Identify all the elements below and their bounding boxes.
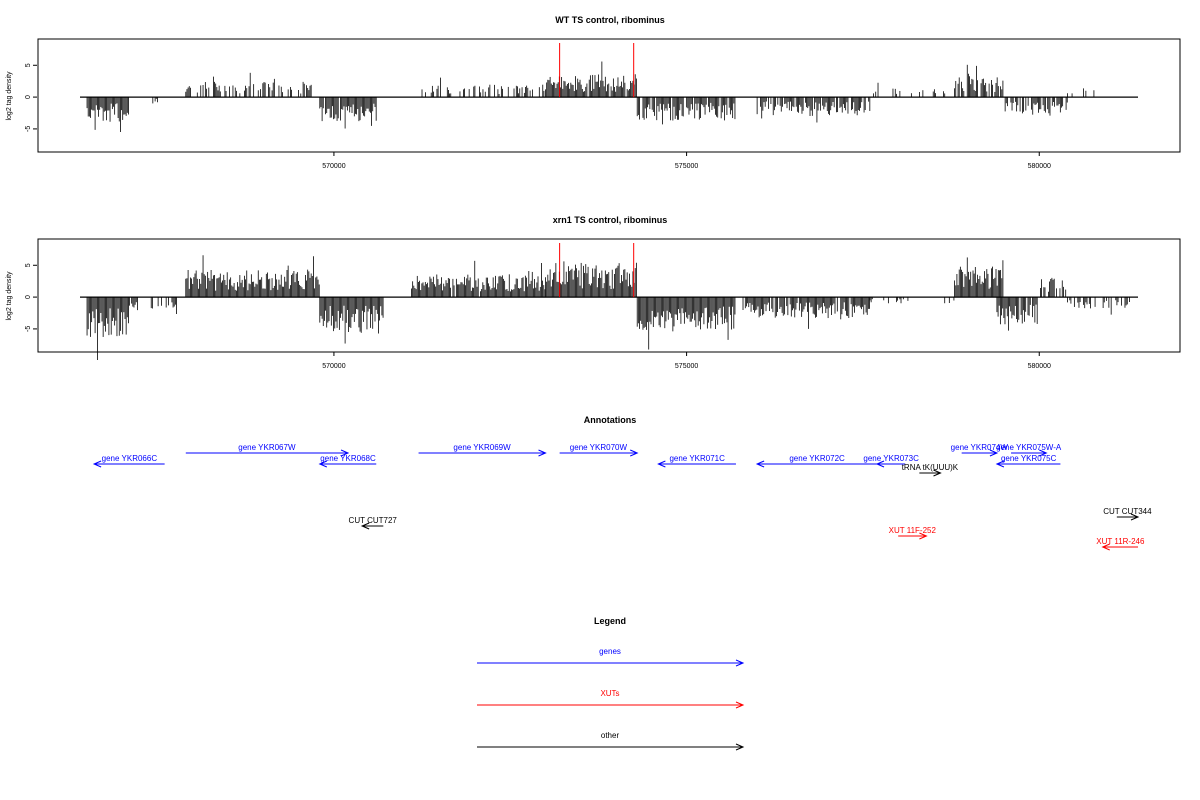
wt-track-title: WT TS control, ribominus	[555, 15, 665, 25]
annotation-label: gene YKR068C	[320, 454, 376, 463]
annotation-arrow-head	[995, 460, 1005, 468]
legend-entry: genes	[477, 647, 745, 667]
annotation-label: gene YKR073C	[863, 454, 919, 463]
annotation-arrow-head	[1101, 543, 1110, 551]
wt-track-axes: -5 0 5 570000 575000 580000	[25, 63, 1051, 170]
annotation-label: XUT 11R-246	[1096, 537, 1145, 546]
annotation-feature: gene YKR070W	[559, 443, 639, 457]
wt-track-y-axis-label: log2 tag density	[6, 71, 13, 121]
annotation-arrow-head	[875, 460, 885, 468]
annotation-arrow-head	[92, 460, 102, 468]
annotation-feature: XUT 11F-252	[889, 526, 937, 540]
annotation-label: gene YKR075C	[1001, 454, 1057, 463]
legend-arrow-head	[735, 701, 745, 709]
annotation-label: gene YKR071C	[669, 454, 725, 463]
annotation-label: gene YKR074W	[951, 443, 1009, 452]
wt-track-plot-box	[37, 38, 1181, 153]
annotation-arrow-head	[630, 449, 639, 457]
annotation-label: gene YKR075W-A	[996, 443, 1062, 452]
wt-track-panel: WT TS control, ribominus log2 tag densit…	[6, 15, 1181, 170]
wt-x-tick-label: 575000	[675, 163, 698, 170]
annotation-feature: gene YKR075C	[995, 454, 1061, 468]
annotation-label: gene YKR066C	[102, 454, 158, 463]
legend-entries: genes XUTs other	[477, 647, 745, 751]
annotation-label: CUT CUT344	[1103, 507, 1152, 516]
annotation-label: gene YKR072C	[789, 454, 845, 463]
annotation-label: gene YKR067W	[238, 443, 296, 452]
annotation-arrow-head	[933, 469, 942, 477]
xrn1-track-axes: -5 0 5 570000 575000 580000	[25, 263, 1051, 370]
annotation-feature: tRNA tK(UUU)K	[902, 463, 959, 477]
annotation-features: gene YKR066C gene YKR067W gene YKR068C gene…	[92, 443, 1152, 551]
xrn1-track-marks	[80, 243, 1138, 360]
wt-x-tick-label: 580000	[1028, 163, 1051, 170]
wt-y-tick-label: -5	[25, 126, 32, 132]
xrn1-track-y-axis-label: log2 tag density	[6, 271, 13, 321]
annotation-arrow-head	[755, 460, 765, 468]
wt-x-tick-label: 570000	[322, 163, 345, 170]
legend-entry: XUTs	[477, 689, 745, 709]
annotation-label: gene YKR069W	[453, 443, 511, 452]
annotation-feature: gene YKR073C	[863, 454, 919, 468]
annotation-label: gene YKR070W	[570, 443, 628, 452]
annotation-feature: gene YKR068C	[318, 454, 377, 468]
legend-title: Legend	[594, 616, 626, 626]
xrn1-x-tick-label: 570000	[322, 363, 345, 370]
xrn1-x-tick-label: 580000	[1028, 363, 1051, 370]
wt-y-tick-label: 5	[25, 63, 32, 67]
annotation-feature: CUT CUT727	[349, 516, 398, 530]
xrn1-track-panel: xrn1 TS control, ribominus log2 tag dens…	[6, 215, 1181, 370]
xrn1-track-title: xrn1 TS control, ribominus	[553, 215, 668, 225]
legend-label: XUTs	[600, 689, 619, 698]
annotation-arrow-head	[360, 522, 370, 530]
annotation-feature: gene YKR069W	[418, 443, 547, 457]
annotation-arrow-head	[989, 449, 999, 457]
annotation-label: CUT CUT727	[349, 516, 398, 525]
annotation-feature: gene YKR074W	[951, 443, 1009, 457]
legend-entry: other	[477, 731, 745, 751]
legend-label: other	[601, 731, 620, 740]
legend-label: genes	[599, 647, 621, 656]
xrn1-track-plot-box	[37, 238, 1181, 353]
annotation-feature: gene YKR072C	[755, 454, 878, 468]
annotation-arrow-head	[1039, 449, 1048, 457]
annotation-feature: gene YKR071C	[657, 454, 736, 468]
xrn1-y-tick-label: 0	[25, 295, 32, 299]
legend-panel: Legend genes XUTs other	[477, 616, 745, 751]
legend-arrow-head	[735, 659, 745, 667]
xrn1-x-tick-label: 575000	[675, 363, 698, 370]
wt-track-marks	[80, 43, 1138, 133]
annotation-arrow-head	[919, 532, 928, 540]
annotation-feature: gene YKR067W	[185, 443, 350, 457]
wt-y-tick-label: 0	[25, 95, 32, 99]
xrn1-y-tick-label: -5	[25, 326, 32, 332]
annotations-title: Annotations	[584, 415, 637, 425]
annotation-arrow-head	[340, 449, 350, 457]
annotation-feature: CUT CUT344	[1103, 507, 1152, 521]
annotation-feature: XUT 11R-246	[1096, 537, 1145, 551]
legend-arrow-head	[735, 743, 745, 751]
annotation-label: XUT 11F-252	[889, 526, 937, 535]
annotation-arrow-head	[318, 460, 328, 468]
annotation-arrow-head	[657, 460, 666, 468]
annotation-arrow-head	[538, 449, 547, 457]
annotation-feature: gene YKR066C	[92, 454, 165, 468]
annotation-arrow-head	[1130, 513, 1140, 521]
annotation-feature: gene YKR075W-A	[996, 443, 1062, 457]
xrn1-y-tick-label: 5	[25, 263, 32, 267]
annotation-label: tRNA tK(UUU)K	[902, 463, 959, 472]
